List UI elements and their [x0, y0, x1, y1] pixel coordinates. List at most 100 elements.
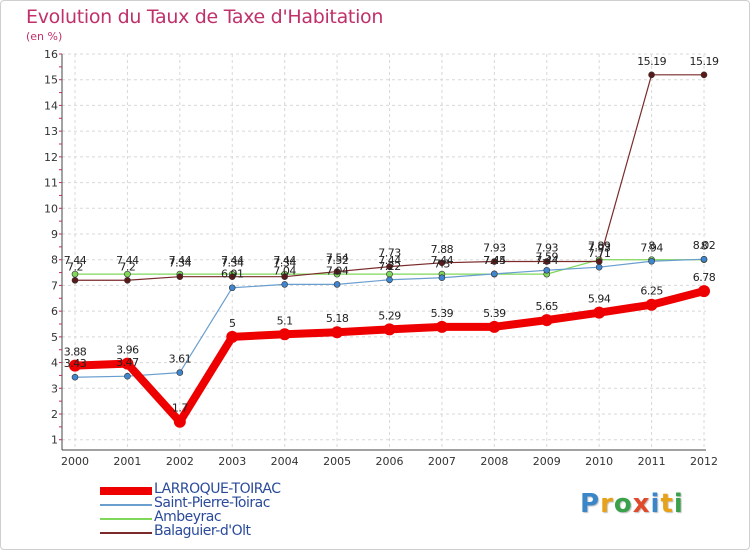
- data-point-3: [648, 71, 655, 79]
- data-label: 7.44: [378, 254, 401, 267]
- data-label: 5.18: [326, 312, 349, 325]
- data-label: 7.59: [536, 250, 559, 263]
- x-tick-label: 2011: [638, 455, 666, 468]
- data-point-0: [435, 320, 448, 333]
- data-point-0: [383, 323, 396, 336]
- data-point-3: [71, 276, 79, 284]
- data-label: 8.02: [693, 239, 716, 252]
- data-point-0: [540, 314, 553, 327]
- data-point-1: [438, 274, 446, 282]
- data-label: 5.29: [378, 309, 401, 322]
- y-tick-label: 9: [51, 228, 58, 241]
- data-point-0: [331, 326, 344, 339]
- data-point-3: [595, 258, 603, 265]
- logo-letter: t: [660, 489, 674, 519]
- data-label: 7.3: [434, 258, 450, 271]
- x-tick-label: 2009: [533, 455, 561, 468]
- y-tick-label: 15: [44, 74, 58, 87]
- x-tick-label: 2010: [585, 455, 613, 468]
- data-point-3: [333, 268, 341, 275]
- proxiti-logo: Proxiti: [580, 489, 684, 519]
- logo-letter: r: [600, 489, 614, 519]
- data-label: 7.93: [536, 242, 559, 255]
- data-label: 8: [701, 240, 708, 253]
- data-label: 5.39: [483, 307, 506, 320]
- data-label: 7.44: [536, 254, 559, 267]
- legend-label: Ambeyrac: [154, 509, 222, 525]
- data-label: 7.52: [326, 254, 349, 267]
- data-point-1: [176, 369, 184, 376]
- data-label: 7.89: [588, 240, 611, 253]
- x-tick-label: 2007: [428, 455, 456, 468]
- data-point-3: [176, 273, 184, 280]
- data-label: 7.44: [169, 254, 192, 267]
- data-label: 3.96: [116, 344, 139, 357]
- x-tick-label: 2002: [166, 455, 194, 468]
- x-tick-label: 2001: [113, 455, 141, 468]
- y-tick-label: 14: [44, 99, 58, 112]
- data-point-0: [698, 285, 710, 298]
- data-label: 7.2: [67, 260, 83, 273]
- data-point-1: [648, 257, 655, 265]
- chart-subtitle: (en %): [26, 30, 63, 43]
- data-point-0: [226, 330, 239, 343]
- data-point-3: [700, 71, 708, 79]
- data-label: 6.91: [221, 268, 244, 281]
- y-tick-label: 2: [51, 408, 58, 421]
- data-label: 7.88: [431, 243, 454, 256]
- legend-label: LARROQUE-TOIRAC: [154, 481, 281, 497]
- data-label: 7.71: [588, 247, 611, 260]
- data-label: 3.61: [169, 353, 192, 366]
- legend-label: Saint-Pierre-Toirac: [154, 495, 270, 511]
- y-tick-label: 8: [51, 254, 58, 267]
- data-label: 7.34: [169, 257, 192, 270]
- logo-letter: P: [580, 489, 601, 519]
- y-tick-label: 12: [44, 151, 58, 164]
- logo-letter: i: [673, 489, 684, 519]
- data-point-1: [71, 373, 79, 381]
- data-point-3: [228, 273, 236, 280]
- data-point-3: [438, 259, 446, 267]
- data-label: 7.04: [326, 264, 349, 277]
- data-point-1: [595, 263, 603, 271]
- data-label: 5.65: [536, 300, 559, 313]
- data-point-0: [645, 298, 658, 311]
- y-tick-label: 5: [51, 331, 58, 344]
- data-label: 7.93: [588, 242, 611, 255]
- data-label: 7.04: [273, 264, 296, 277]
- data-label: 1.7: [172, 402, 188, 415]
- data-point-0: [173, 415, 186, 428]
- data-label: 7.93: [483, 242, 506, 255]
- data-point-3: [281, 273, 288, 280]
- y-tick-label: 1: [51, 434, 58, 447]
- data-label: 7.44: [431, 254, 454, 267]
- data-label: 6.25: [640, 285, 663, 298]
- x-tick-label: 2005: [323, 455, 351, 468]
- data-point-3: [543, 258, 551, 265]
- data-label: 7.44: [273, 254, 296, 267]
- x-tick-label: 2012: [690, 455, 718, 468]
- data-label: 5.94: [588, 293, 611, 306]
- data-label: 7.22: [378, 260, 401, 273]
- data-point-1: [491, 270, 498, 278]
- data-label: 8: [648, 240, 655, 253]
- data-label: 3.43: [64, 357, 87, 370]
- x-tick-label: 2003: [218, 455, 246, 468]
- data-point-1: [281, 281, 288, 288]
- legend-swatch: [100, 532, 152, 534]
- data-point-0: [488, 320, 501, 333]
- data-label: 5.1: [277, 314, 293, 327]
- data-label: 7.44: [483, 254, 506, 267]
- data-label: 7.2: [119, 260, 135, 273]
- x-tick-label: 2000: [61, 455, 89, 468]
- legend-swatch: [100, 518, 152, 520]
- y-tick-label: 3: [51, 382, 58, 395]
- legend-label: Balaguier-d'Olt: [154, 523, 251, 539]
- data-point-0: [278, 328, 291, 341]
- data-label: 7.44: [221, 254, 244, 267]
- data-label: 7.54: [326, 252, 349, 265]
- data-point-1: [124, 372, 131, 380]
- data-label: 5.39: [431, 307, 454, 320]
- y-tick-label: 6: [51, 305, 58, 318]
